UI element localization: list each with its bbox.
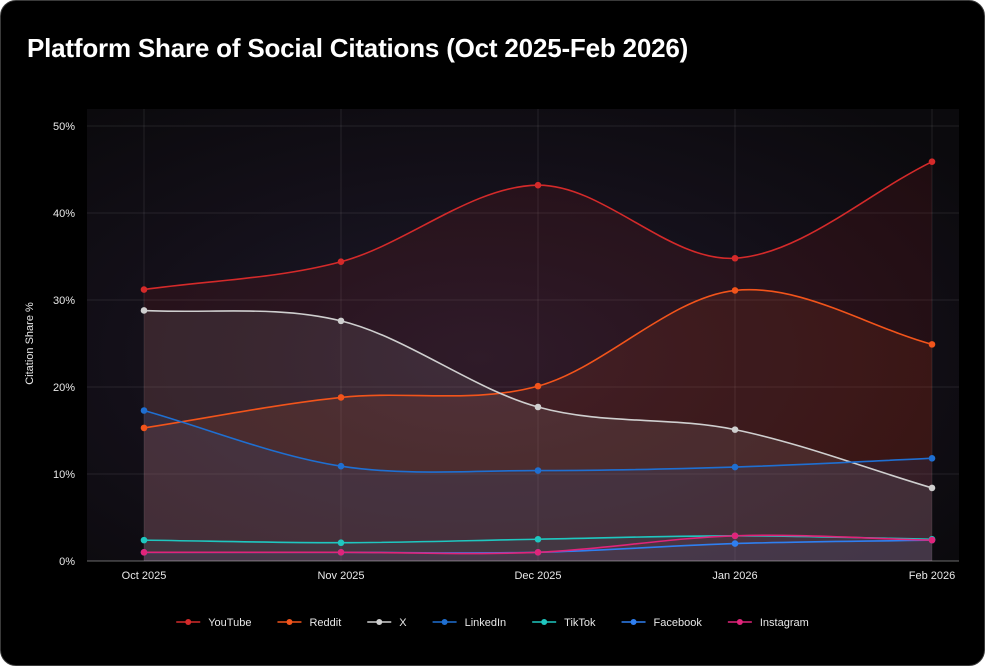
y-tick-label: 10% [53, 469, 75, 481]
legend-item-instagram: Instagram [727, 617, 809, 629]
point-reddit [928, 341, 936, 348]
legend-item-x: X [367, 617, 407, 629]
series-points [140, 158, 936, 556]
legend-item-youtube: YouTube [176, 617, 251, 629]
plot-area [87, 109, 959, 561]
point-tiktok [534, 535, 542, 543]
point-x [731, 426, 739, 433]
point-x [337, 317, 345, 325]
y-tick-label: 30% [53, 295, 75, 307]
x-tick-label: Jan 2026 [712, 570, 757, 582]
y-tick-label: 40% [53, 208, 75, 220]
point-reddit [731, 287, 739, 294]
legend-label: YouTube [208, 617, 251, 629]
point-youtube [534, 181, 542, 189]
legend-label: LinkedIn [465, 617, 507, 629]
x-tick-label: Nov 2025 [317, 570, 364, 582]
point-linkedin [731, 463, 739, 471]
y-tick-label: 20% [53, 382, 75, 394]
point-x [928, 484, 936, 492]
legend-marker [185, 619, 192, 625]
legend-item-reddit: Reddit [277, 617, 341, 629]
point-tiktok [140, 536, 148, 544]
legend-marker [441, 619, 448, 625]
y-tick-label: 50% [53, 121, 75, 133]
chart-title: Platform Share of Social Citations (Oct … [27, 33, 689, 63]
area-x [144, 310, 932, 561]
point-instagram [928, 536, 936, 544]
legend-marker [376, 619, 383, 625]
point-reddit [534, 382, 542, 390]
grid [87, 109, 959, 562]
point-youtube [928, 158, 936, 165]
point-instagram [731, 532, 739, 540]
legend-marker [736, 619, 743, 625]
legend-label: Instagram [760, 617, 809, 629]
legend-item-facebook: Facebook [621, 617, 703, 629]
point-youtube [731, 254, 739, 262]
point-youtube [140, 286, 148, 293]
point-x [534, 403, 542, 411]
point-facebook [731, 540, 739, 547]
legend-label: Facebook [654, 617, 703, 629]
area-linkedin [144, 410, 932, 561]
legend-item-linkedin: LinkedIn [432, 617, 507, 629]
legend-marker [286, 619, 293, 625]
point-linkedin [928, 455, 936, 462]
point-youtube [337, 258, 345, 266]
point-instagram [140, 549, 148, 556]
point-linkedin [140, 407, 148, 414]
y-axis-title: Citation Share % [24, 302, 36, 385]
legend-marker [541, 619, 548, 625]
legend-marker [630, 619, 637, 625]
point-x [140, 307, 148, 314]
area-reddit [144, 289, 932, 561]
legend: YouTube Reddit X LinkedIn TikTok Facebook Inst… [176, 617, 809, 629]
point-linkedin [337, 462, 345, 470]
y-tick-label: 0% [59, 556, 75, 568]
x-tick-label: Dec 2025 [514, 570, 561, 582]
x-tick-label: Oct 2025 [122, 570, 167, 582]
x-tick-label: Feb 2026 [909, 570, 955, 582]
legend-label: X [399, 617, 407, 629]
point-instagram [337, 549, 345, 556]
axes: 0% 10% 20% 30% 40% 50% Oct 2025 Nov 2025 Dec 202… [24, 121, 959, 582]
point-reddit [140, 424, 148, 432]
point-instagram [534, 549, 542, 556]
point-linkedin [534, 467, 542, 474]
point-tiktok [337, 539, 345, 547]
legend-item-tiktok: TikTok [532, 617, 596, 629]
legend-label: TikTok [564, 617, 596, 629]
legend-label: Reddit [309, 617, 341, 629]
point-reddit [337, 394, 345, 401]
